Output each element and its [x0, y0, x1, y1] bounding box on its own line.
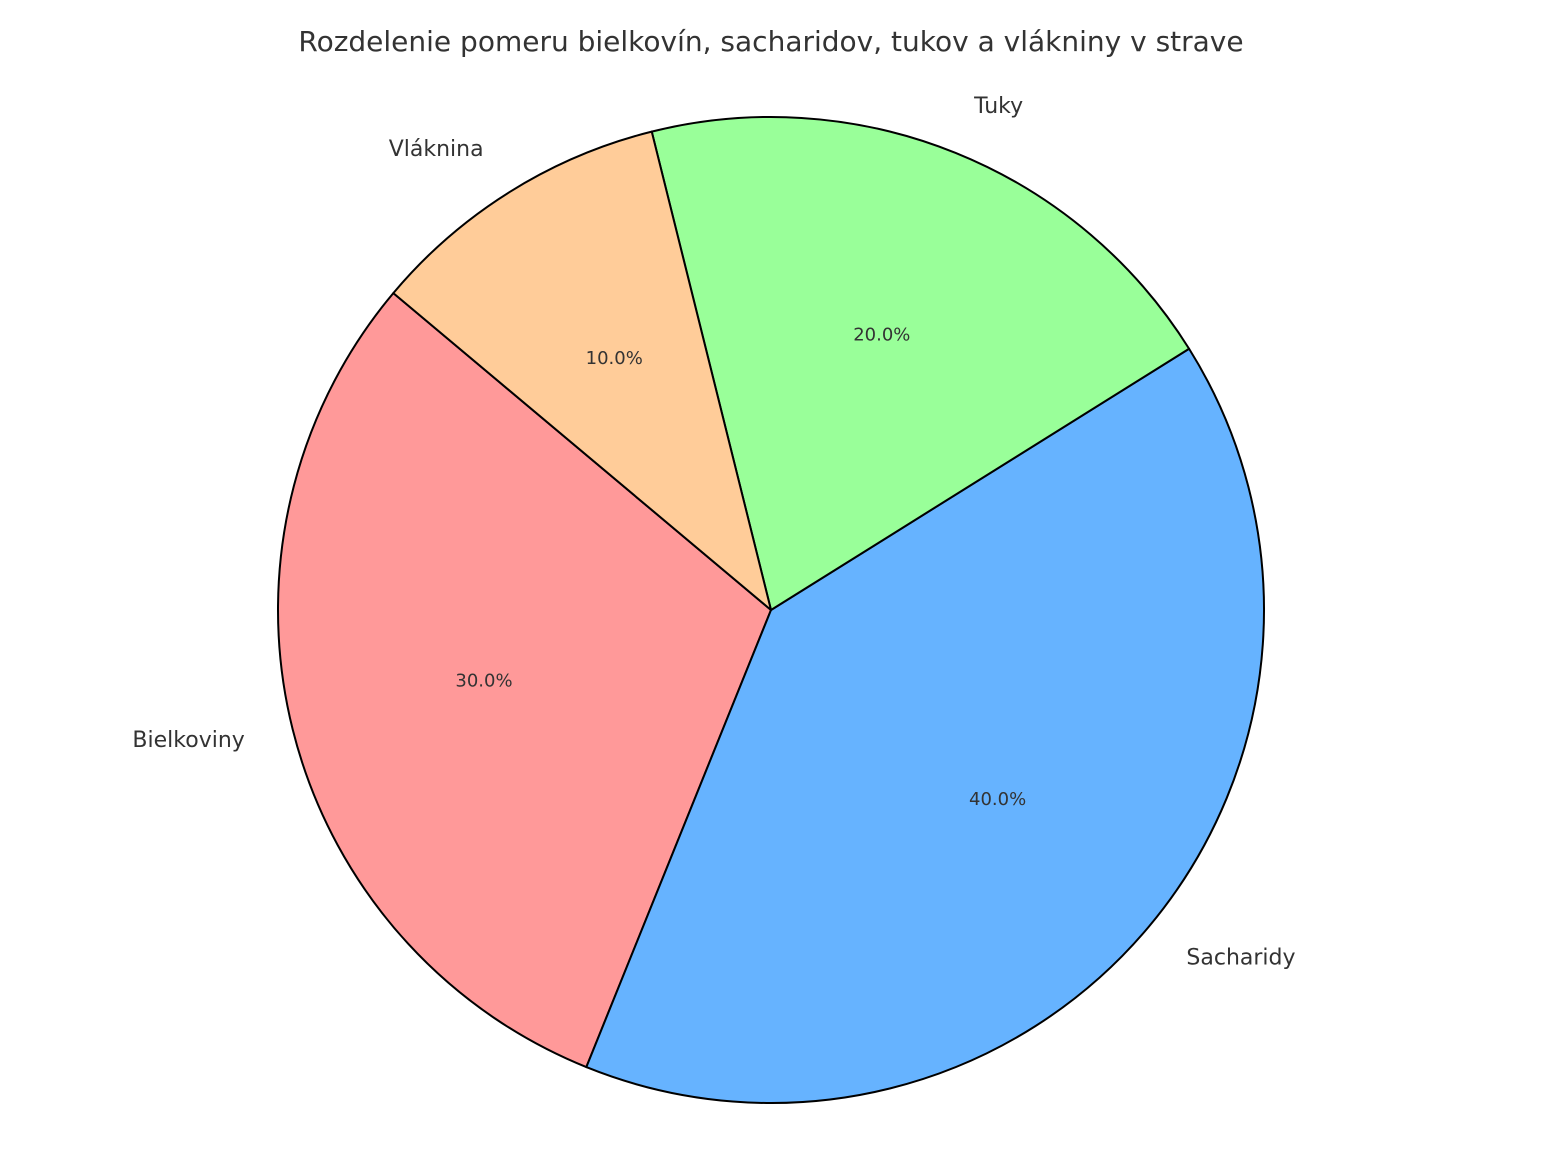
pie-slice [392, 130, 772, 611]
value-label: 20.0% [853, 325, 910, 346]
pie-slice [650, 116, 1191, 611]
slice-label: Tuky [973, 94, 1023, 119]
pie-slice [277, 292, 772, 1069]
pie-slice [585, 347, 1265, 1104]
slice-label: Sacharidy [1186, 946, 1295, 971]
slice-label: Vláknina [389, 137, 484, 162]
chart-title: Rozdelenie pomeru bielkovín, sacharidov,… [298, 25, 1243, 58]
value-label: 30.0% [455, 671, 512, 692]
slice-label: Bielkoviny [132, 728, 244, 753]
value-label: 40.0% [969, 789, 1026, 810]
value-label: 10.0% [586, 348, 643, 369]
